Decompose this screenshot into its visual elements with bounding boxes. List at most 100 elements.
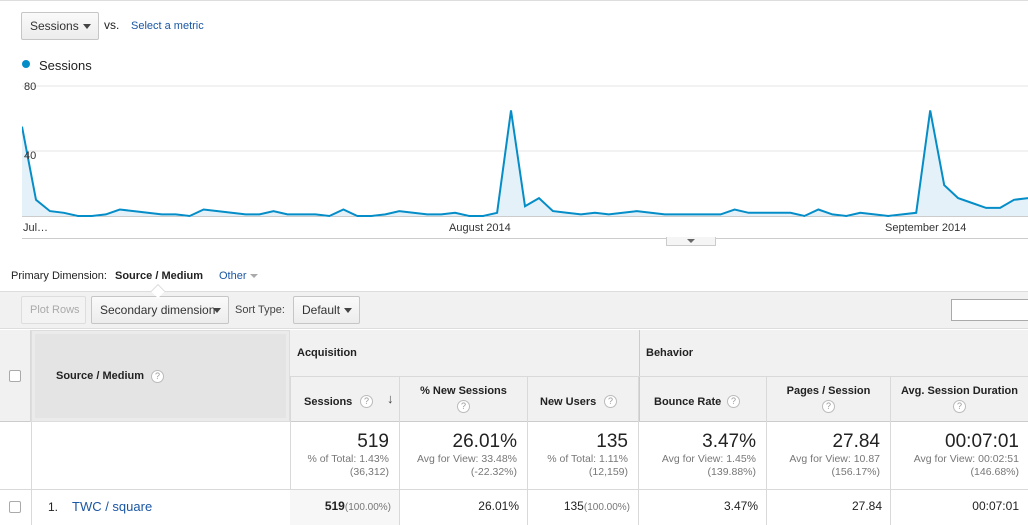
select-all-checkbox[interactable] [9,370,21,382]
column-header-new-users-label: New Users [540,396,597,408]
total-sessions-value: 519 [357,431,389,452]
column-header-avg-duration[interactable]: Avg. Session Duration ? [891,376,1028,422]
metric-select-label: Sessions [30,19,79,33]
total-pages-session: 27.84 Avg for View: 10.87 (156.17%) [767,422,891,490]
dimension-header-label: Source / Medium [56,370,145,382]
group-header-divider [290,376,1028,377]
plot-rows-label: Plot Rows [30,304,80,316]
y-tick-label: 80 [24,81,37,93]
row-new-sessions-value: 26.01% [478,499,519,513]
secondary-dimension-select[interactable]: Secondary dimension [91,296,229,324]
col-divider [31,490,32,525]
row-bounce-rate: 3.47% [639,490,767,525]
total-sessions-sub1: % of Total: 1.43% [307,453,389,465]
row-sessions-value: 519 [324,499,345,513]
total-pages-session-sub2: (156.17%) [831,466,880,478]
search-input[interactable] [951,299,1028,321]
row-pages-session-value: 27.84 [851,499,882,513]
total-avg-duration: 00:07:01 Avg for View: 00:02:51 (146.68%… [891,422,1028,490]
primary-dimension-other[interactable]: Other [219,270,258,282]
total-bounce-rate-value: 3.47% [702,431,756,452]
chart-bottom-border [22,238,1028,239]
sort-type-label: Sort Type: [235,304,285,316]
total-new-sessions-value: 26.01% [452,431,517,452]
col-divider [31,422,32,490]
col-divider [290,422,291,525]
total-new-sessions-sub1: Avg for View: 33.48% [416,453,517,465]
header-checkbox-cell [0,330,31,422]
x-tick-label: September 2014 [885,222,967,234]
row-checkbox[interactable] [9,501,21,513]
other-link[interactable]: Other [219,270,247,282]
select-metric-link[interactable]: Select a metric [131,20,204,32]
help-icon[interactable]: ? [457,400,470,413]
column-header-avg-duration-label: Avg. Session Duration [901,385,1018,397]
chart-collapse-handle[interactable] [666,237,716,246]
row-new-users-value: 135 [563,499,584,513]
row-dimension-link[interactable]: TWC / square [72,499,153,514]
total-avg-duration-sub1: Avg for View: 00:02:51 [913,453,1019,465]
row-new-users: 135(100.00%) [528,490,639,525]
group-header-acquisition: Acquisition [297,347,357,359]
metric-select[interactable]: Sessions [21,12,99,40]
x-tick-label: August 2014 [449,222,511,234]
row-index: 1. [48,500,59,514]
legend-dot-icon [22,60,30,68]
vs-label: vs. [104,18,120,32]
y-tick-label: 40 [24,150,37,162]
column-header-pages-session-label: Pages / Session [786,385,871,397]
help-icon[interactable]: ? [604,395,617,408]
total-pages-session-sub1: Avg for View: 10.87 [789,453,880,465]
column-header-pages-session[interactable]: Pages / Session ? [767,376,891,422]
column-header-bounce-rate-label: Bounce Rate [654,396,722,408]
chart-svg [21,85,1028,218]
row-sessions-pct: (100.00%) [344,502,391,513]
total-new-users-value: 135 [596,431,628,452]
total-new-users-sub1: % of Total: 1.11% [547,453,628,465]
column-header-new-sessions[interactable]: % New Sessions ? [400,376,528,422]
help-icon[interactable]: ? [953,400,966,413]
row-new-sessions: 26.01% [400,490,528,525]
total-new-sessions: 26.01% Avg for View: 33.48% (-22.32%) [400,422,528,490]
column-header-sessions[interactable]: Sessions ? ↓ [290,376,400,422]
sort-type-select[interactable]: Default [293,296,360,324]
total-new-users-sub2: (12,159) [588,466,628,478]
help-icon[interactable]: ? [151,370,164,383]
chevron-down-icon [344,308,352,313]
table-row [0,490,1028,525]
total-sessions-sub2: (36,312) [349,466,389,478]
sessions-chart[interactable] [21,78,1028,218]
sort-type-value: Default [302,303,341,317]
total-bounce-rate-sub1: Avg for View: 1.45% [661,453,756,465]
help-icon[interactable]: ? [360,395,373,408]
column-header-new-sessions-label: % New Sessions [420,385,507,397]
dimension-header[interactable]: Source / Medium ? [31,330,290,422]
total-avg-duration-sub2: (146.68%) [970,466,1019,478]
total-bounce-rate-sub2: (139.88%) [707,466,756,478]
column-header-sessions-label: Sessions [304,396,353,408]
total-pages-session-value: 27.84 [832,431,880,452]
total-sessions: 519 % of Total: 1.43% (36,312) [290,422,400,490]
row-sessions: 519(100.00%) [290,490,400,525]
x-tick-label: Jul… [23,222,49,234]
sort-arrow-down-icon[interactable]: ↓ [387,391,394,406]
chevron-down-icon [83,24,91,29]
help-icon[interactable]: ? [727,395,740,408]
total-avg-duration-value: 00:07:01 [945,431,1019,452]
primary-dimension-label: Primary Dimension: [11,270,107,282]
primary-dimension-value[interactable]: Source / Medium [115,270,204,282]
secondary-dimension-label: Secondary dimension [100,303,216,317]
help-icon[interactable]: ? [822,400,835,413]
row-pages-session: 27.84 [767,490,891,525]
column-header-bounce-rate[interactable]: Bounce Rate ? [639,376,767,422]
row-avg-duration-value: 00:07:01 [972,499,1019,513]
column-header-new-users[interactable]: New Users ? [528,376,639,422]
sessions-line [21,110,1028,218]
row-new-users-pct: (100.00%) [583,502,630,513]
chevron-down-icon [250,274,258,278]
plot-rows-button[interactable]: Plot Rows [21,296,86,324]
legend-series-label: Sessions [39,58,92,73]
total-bounce-rate: 3.47% Avg for View: 1.45% (139.88%) [639,422,767,490]
top-border [0,0,1028,1]
total-new-users: 135 % of Total: 1.11% (12,159) [528,422,639,490]
